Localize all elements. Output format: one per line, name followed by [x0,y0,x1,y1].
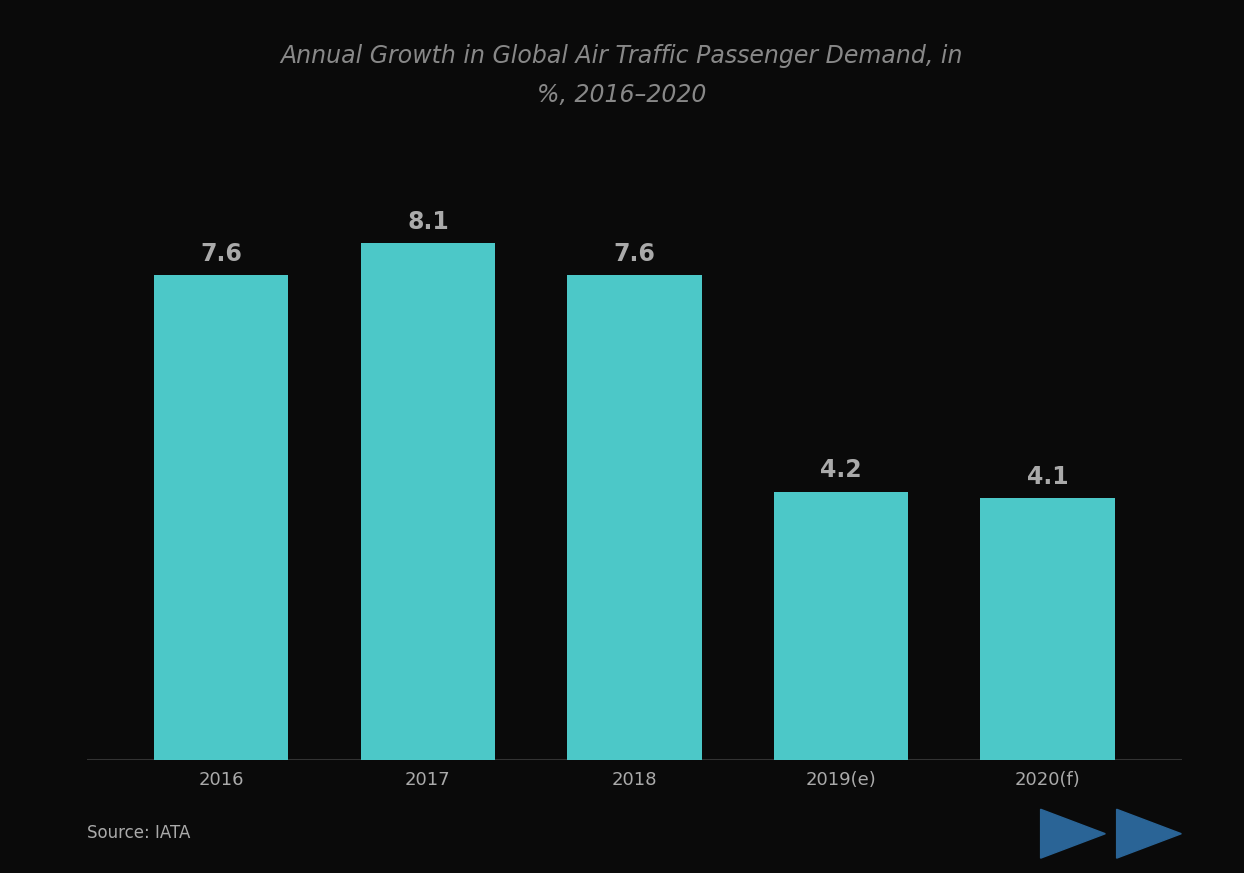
Bar [154,275,289,760]
Text: Annual Growth in Global Air Traffic Passenger Demand, in: Annual Growth in Global Air Traffic Pass… [281,44,963,67]
Bar [774,491,908,760]
Text: 7.6: 7.6 [613,242,656,265]
Text: 4.1: 4.1 [1026,464,1069,489]
Bar [361,244,495,760]
Text: 4.2: 4.2 [820,458,862,482]
Text: %, 2016–2020: %, 2016–2020 [537,83,707,107]
Text: 7.6: 7.6 [200,242,243,265]
Text: Source: IATA: Source: IATA [87,824,190,842]
Bar [980,498,1115,760]
Text: 8.1: 8.1 [407,210,449,234]
Polygon shape [1040,809,1106,858]
Polygon shape [1117,809,1182,858]
Bar [567,275,702,760]
